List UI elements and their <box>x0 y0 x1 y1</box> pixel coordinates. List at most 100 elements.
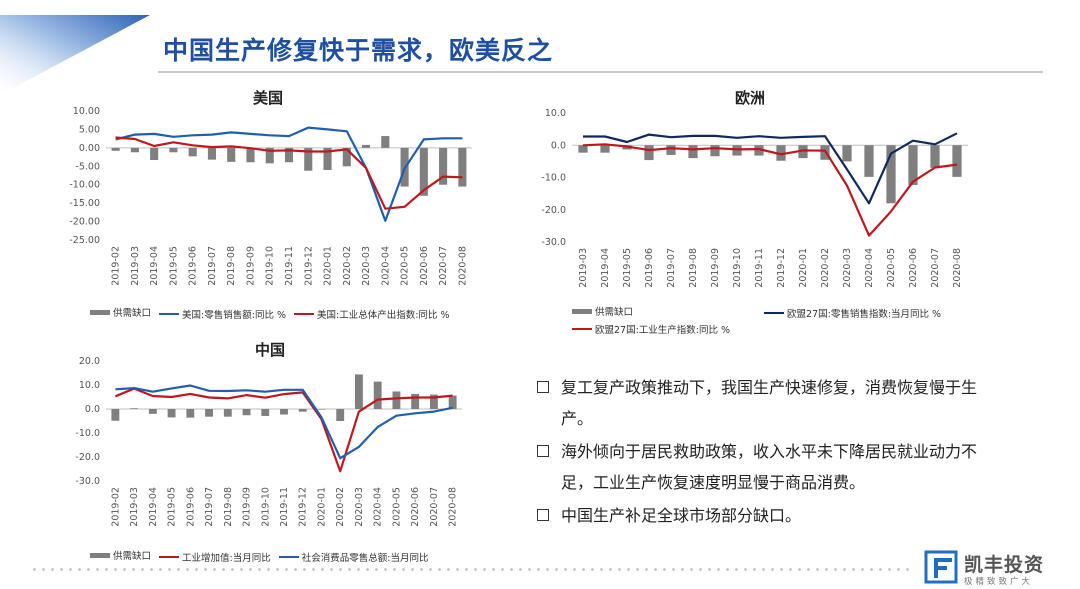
y-tick-label: 10.00 <box>73 106 100 117</box>
x-tick-label: 2019-04 <box>600 248 611 288</box>
bar-2019-08 <box>223 409 232 417</box>
y-tick-label: 0.00 <box>79 143 100 154</box>
x-tick-label: 2019-04 <box>148 487 159 527</box>
bar-2019-11 <box>280 409 288 415</box>
x-tick-label: 2019-12 <box>776 248 787 288</box>
x-tick-label: 2019-11 <box>284 246 295 286</box>
corner-decoration <box>0 15 150 95</box>
x-tick-label: 2020-03 <box>361 246 372 286</box>
x-tick-label: 2020-02 <box>820 248 831 288</box>
y-tick-label: 0.0 <box>551 140 566 151</box>
bullet-text: 海外倾向于居民救助政策，收入水平未下降居民就业动力不足，工业生产恢复速度明显慢于… <box>561 442 978 492</box>
kf-logo-icon <box>924 550 958 584</box>
bar-2019-10 <box>261 409 270 416</box>
x-tick-label: 2019-10 <box>260 487 271 527</box>
x-tick-label: 2019-03 <box>129 487 140 527</box>
legend-item: 社会消费品零售总额:当月同比 <box>278 550 429 564</box>
bar-2020-02 <box>342 147 351 167</box>
bar-2020-01 <box>798 145 808 159</box>
legend-label: 美国:工业总体产出指数:同比 % <box>317 309 450 321</box>
legend-item: 供需缺口 <box>90 305 151 319</box>
y-tick-label: -10.0 <box>75 428 100 439</box>
bar-2020-06 <box>411 393 420 409</box>
legend-item: 工业增加值:当月同比 <box>159 550 271 564</box>
bar-2019-08 <box>688 145 698 159</box>
x-tick-label: 2019-08 <box>688 248 699 288</box>
legend-label: 供需缺口 <box>113 308 152 319</box>
x-tick-label: 2019-04 <box>149 246 160 286</box>
bullet-text: 中国生产补足全球市场部分缺口。 <box>561 506 802 525</box>
x-tick-label: 2019-05 <box>622 248 633 288</box>
series-line-1 <box>583 132 958 205</box>
x-tick-label: 2020-05 <box>886 248 897 288</box>
y-tick-label: 20.0 <box>79 356 100 367</box>
bar-2019-09 <box>242 409 251 416</box>
legend-cn: 供需缺口 工业增加值:当月同比 社会消费品零售总额:当月同比 <box>90 548 433 564</box>
chart-cn: 20.0 10.0 0.0 -10.0 -20.0 -30.0 2019-02 2019-03… <box>75 356 462 527</box>
bar-2019-02 <box>111 409 120 421</box>
bar-2019-06 <box>644 145 654 161</box>
x-tick-label: 2019-05 <box>168 246 179 286</box>
checkbox-bullet-icon <box>537 509 549 521</box>
x-tick-label: 2019-03 <box>130 246 141 286</box>
legend-label: 供需缺口 <box>595 307 634 318</box>
bar-2020-01 <box>323 147 332 170</box>
legend-item: 欧盟27国:工业生产指数:同比 % <box>572 322 730 336</box>
bar-2019-12 <box>776 145 786 161</box>
x-tick-label: 2019-12 <box>303 246 314 286</box>
y-tick-label: 10.0 <box>545 108 566 119</box>
bar-2019-11 <box>754 145 764 156</box>
bar-2019-12 <box>304 147 313 171</box>
legend-item: 欧盟27国:零售销售指数:当月同比 % <box>764 306 941 320</box>
x-tick-label: 2020-07 <box>438 246 449 286</box>
x-tick-label: 2019-11 <box>754 248 765 288</box>
chart-eu: 10.0 0.0 -10.0 -20.0 -30.0 2019-03 2019-04 2019… <box>541 108 968 288</box>
bar-2020-02 <box>336 409 345 421</box>
bar-2019-07 <box>205 409 213 417</box>
bar-2019-04 <box>150 147 159 161</box>
bar-2020-08 <box>448 395 457 409</box>
series-line-1 <box>114 387 453 473</box>
bar-2019-08 <box>227 147 236 162</box>
bar-2020-05 <box>392 391 401 409</box>
x-tick-label: 2020-06 <box>908 248 919 288</box>
bar-2020-06 <box>419 147 428 196</box>
x-tick-label: 2019-06 <box>188 246 199 286</box>
bar-2020-07 <box>930 145 940 168</box>
bullet-item: 中国生产补足全球市场部分缺口。 <box>537 500 1007 531</box>
bar-2019-07 <box>666 145 676 155</box>
chart-us: 10.00 5.00 0.00 -5.00 -10.00 -15.00 -20.00 -25.… <box>69 106 472 286</box>
bar-2019-02 <box>111 147 120 151</box>
legend-item: 供需缺口 <box>572 304 633 318</box>
bullet-item: 复工复产政策推动下，我国生产快速修复，消费恢复慢于生产。 <box>537 372 1007 434</box>
series-line-1 <box>115 126 463 222</box>
bar-2020-08 <box>458 147 467 187</box>
bar-2019-11 <box>284 147 294 163</box>
bar-2019-03 <box>578 145 588 153</box>
bar-2020-04 <box>373 381 382 409</box>
legend-label: 供需缺口 <box>113 551 152 562</box>
y-tick-label: 0.0 <box>85 404 100 415</box>
footer-divider <box>30 568 910 571</box>
y-tick-label: -25.00 <box>69 235 100 246</box>
bar-2020-03 <box>355 374 363 409</box>
bar-2019-09 <box>246 147 255 163</box>
x-tick-label: 2019-07 <box>207 246 218 286</box>
x-tick-label: 2020-06 <box>410 487 421 527</box>
x-tick-label: 2019-02 <box>110 487 121 527</box>
x-tick-label: 2020-07 <box>930 248 941 288</box>
series-line-2 <box>115 136 463 210</box>
legend-label: 欧盟27国:零售销售指数:当月同比 % <box>787 308 942 320</box>
x-tick-label: 2019-03 <box>578 248 589 288</box>
legend-label: 社会消费品零售总额:当月同比 <box>301 552 429 564</box>
logo-tagline: 极精致致广大 <box>964 577 1034 587</box>
y-tick-label: -30.0 <box>541 237 566 248</box>
x-tick-label: 2019-09 <box>245 246 256 286</box>
y-tick-label: -10.00 <box>69 180 100 191</box>
x-tick-label: 2019-12 <box>298 487 309 527</box>
legend-label: 工业增加值:当月同比 <box>182 552 271 564</box>
bar-2020-07 <box>439 147 448 185</box>
x-tick-label: 2020-03 <box>842 248 853 288</box>
legend-item: 供需缺口 <box>90 548 151 562</box>
legend-eu-row2: 欧盟27国:工业生产指数:同比 % <box>572 322 735 336</box>
